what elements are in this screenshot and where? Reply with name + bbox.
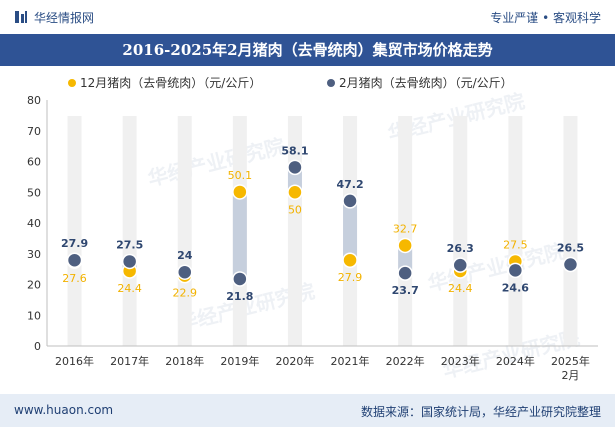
data-labels: 27.6 27.9 24.4 27.5 22.9 24 50.1 21.8 50 58.1 27.9… (61, 144, 584, 303)
point-feb (397, 265, 413, 281)
x-axis: 2016年 2017年 2018年 2019年 2020年 2021年 2022年 2023年… (47, 345, 598, 382)
x-tick-label: 2022年 (386, 354, 425, 368)
brand-name: 华经情报网 (34, 11, 95, 25)
x-tick-label: 2023年 (441, 354, 480, 368)
point-feb (121, 253, 138, 270)
point-dec (287, 184, 303, 200)
data-label-feb: 21.8 (226, 290, 253, 303)
point-dec (397, 237, 413, 254)
column-band (398, 116, 413, 346)
data-label-feb: 58.1 (281, 144, 308, 157)
data-label-feb: 27.9 (61, 237, 88, 250)
legend-marker-feb (327, 79, 335, 87)
point-feb (232, 271, 248, 287)
watermark-text: 华经产业研究院 (145, 134, 287, 191)
data-label-dec: 24.4 (117, 282, 142, 295)
data-label-dec: 27.6 (62, 272, 87, 285)
x-tick-label: 2018年 (165, 354, 204, 368)
y-tick-label: 20 (27, 279, 41, 292)
legend-marker-dec (68, 79, 76, 87)
range-bar (398, 245, 413, 274)
column-band (177, 116, 192, 346)
column-band (563, 116, 578, 346)
data-label-feb: 26.3 (447, 242, 474, 255)
y-tick-label: 40 (27, 217, 41, 230)
x-tick-label: 2017年 (110, 354, 149, 368)
top-bar: 华经情报网 专业严谨 • 客观科学 (0, 0, 615, 34)
x-tick-label: 2020年 (275, 354, 314, 368)
point-feb (562, 256, 579, 273)
column-band (67, 116, 82, 346)
range-bar (232, 191, 247, 279)
y-tick-label: 30 (27, 248, 41, 261)
y-tick-label: 0 (34, 340, 41, 353)
y-tick-label: 50 (27, 186, 41, 199)
x-tick-label: 2016年 (55, 354, 94, 368)
point-dec (342, 252, 358, 268)
data-label-feb: 24 (177, 249, 193, 262)
y-axis: 0 10 20 30 40 50 60 70 80 (27, 94, 48, 353)
data-label-dec: 27.5 (503, 238, 528, 251)
column-band (453, 116, 468, 346)
point-feb (177, 264, 193, 280)
title-bar: 2016-2025年2月猪肉（去骨统肉）集贸市场价格走势 (0, 34, 615, 66)
column-band (122, 116, 137, 346)
slogan: 专业严谨 • 客观科学 (490, 11, 601, 25)
footer-source: 数据来源：国家统计局，华经产业研究院整理 (360, 405, 601, 419)
y-tick-label: 80 (27, 94, 41, 107)
footer: www.huaon.com 数据来源：国家统计局，华经产业研究院整理 (0, 394, 615, 427)
legend-label-dec: 12月猪肉（去骨统肉）（元/公斤） (80, 76, 261, 90)
point-dec (232, 184, 248, 200)
data-label-dec: 22.9 (173, 287, 198, 300)
chart-title: 2016-2025年2月猪肉（去骨统肉）集贸市场价格走势 (122, 41, 493, 59)
data-label-feb: 26.5 (557, 242, 584, 255)
x-tick-label: 2025年 (551, 354, 590, 368)
x-tick-label: 2019年 (220, 354, 259, 368)
data-label-dec: 50.1 (228, 169, 253, 182)
data-label-dec: 50 (288, 203, 302, 216)
legend-label-feb: 2月猪肉（去骨统肉）（元/公斤） (339, 76, 513, 90)
x-tick-label: 2024年 (496, 354, 535, 368)
chart: 华经产业研究院华经产业研究院华经产业研究院华经产业研究院华经产业研究院 12月猪… (27, 76, 598, 383)
data-points (66, 159, 579, 287)
point-feb (507, 262, 524, 279)
column-bands (67, 116, 578, 346)
point-feb (66, 252, 83, 268)
range-bar (343, 200, 358, 261)
legend: 12月猪肉（去骨统肉）（元/公斤） 2月猪肉（去骨统肉）（元/公斤） (68, 76, 513, 90)
data-label-feb: 23.7 (392, 284, 419, 297)
data-label-feb: 47.2 (336, 178, 363, 191)
data-label-dec: 32.7 (393, 222, 418, 235)
y-tick-label: 60 (27, 156, 41, 169)
data-label-feb: 24.6 (502, 281, 529, 294)
point-feb (342, 193, 358, 209)
column-band (508, 116, 523, 346)
footer-url[interactable]: www.huaon.com (14, 403, 114, 417)
point-feb (287, 159, 303, 176)
data-label-dec: 24.4 (448, 282, 473, 295)
y-tick-label: 10 (27, 309, 41, 322)
data-label-dec: 27.9 (338, 271, 363, 284)
data-label-feb: 27.5 (116, 238, 143, 251)
y-tick-label: 70 (27, 125, 41, 138)
x-tick-label: 2月 (561, 369, 579, 382)
x-tick-label: 2021年 (331, 354, 370, 368)
brand-logo-icon (15, 11, 27, 23)
point-feb (452, 257, 468, 273)
